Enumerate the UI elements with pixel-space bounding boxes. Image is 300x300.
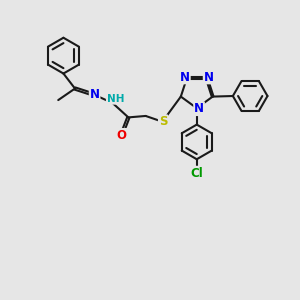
Text: O: O	[116, 129, 126, 142]
Text: NH: NH	[106, 94, 124, 104]
Text: N: N	[194, 102, 204, 115]
Text: N: N	[180, 70, 190, 83]
Text: Cl: Cl	[190, 167, 203, 180]
Text: N: N	[90, 88, 100, 101]
Text: N: N	[204, 70, 214, 83]
Text: S: S	[159, 115, 167, 128]
